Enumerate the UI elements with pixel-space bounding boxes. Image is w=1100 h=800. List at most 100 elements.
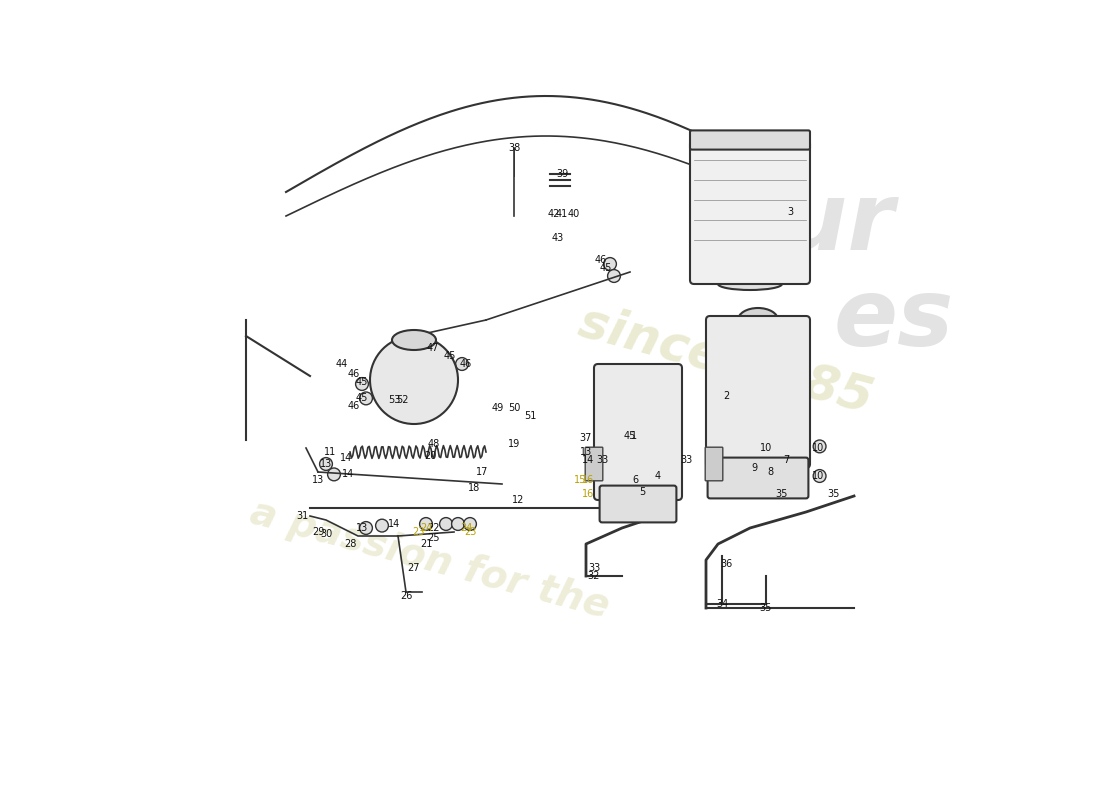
Text: 46: 46: [348, 402, 360, 411]
Text: 38: 38: [508, 143, 520, 153]
Circle shape: [370, 336, 458, 424]
Text: 5: 5: [639, 487, 645, 497]
Text: 19: 19: [508, 439, 520, 449]
Text: 34: 34: [716, 599, 728, 609]
Circle shape: [455, 358, 469, 370]
Text: 45: 45: [355, 394, 368, 403]
Text: 13: 13: [356, 523, 369, 533]
Circle shape: [604, 258, 616, 270]
Text: 16: 16: [582, 490, 594, 499]
Text: 26: 26: [399, 591, 412, 601]
Text: 46: 46: [460, 359, 472, 369]
Ellipse shape: [392, 330, 436, 350]
Text: 18: 18: [468, 483, 480, 493]
Text: 13: 13: [312, 475, 324, 485]
Text: 43: 43: [552, 234, 564, 243]
Circle shape: [776, 454, 789, 466]
Text: 1: 1: [631, 431, 637, 441]
FancyBboxPatch shape: [585, 447, 603, 481]
Ellipse shape: [621, 366, 654, 386]
Text: 46: 46: [348, 370, 360, 379]
Circle shape: [375, 519, 388, 532]
Text: 14: 14: [582, 455, 594, 465]
Text: 45: 45: [443, 351, 456, 361]
Text: 47: 47: [426, 343, 439, 353]
Text: 3: 3: [786, 207, 793, 217]
Text: 6: 6: [632, 475, 639, 485]
Text: 29: 29: [311, 527, 324, 537]
Text: 45: 45: [624, 431, 636, 441]
Text: 35: 35: [828, 490, 840, 499]
Text: 10: 10: [812, 443, 824, 453]
Text: 14: 14: [342, 469, 354, 478]
Text: 33: 33: [596, 455, 608, 465]
Text: 16: 16: [582, 475, 594, 485]
Text: 52: 52: [396, 395, 408, 405]
Circle shape: [813, 440, 826, 453]
Text: 25: 25: [428, 533, 440, 542]
Text: 13: 13: [320, 459, 332, 469]
Circle shape: [813, 470, 826, 482]
Circle shape: [355, 378, 368, 390]
Text: 17: 17: [476, 467, 488, 477]
Text: 20: 20: [424, 451, 437, 461]
Text: 15: 15: [574, 475, 586, 485]
Ellipse shape: [738, 308, 778, 332]
Circle shape: [630, 468, 642, 481]
Text: 35: 35: [760, 603, 772, 613]
Circle shape: [763, 464, 777, 477]
Text: es: es: [834, 274, 954, 366]
Circle shape: [440, 518, 452, 530]
Circle shape: [360, 392, 373, 405]
Text: 51: 51: [524, 411, 536, 421]
Text: 10: 10: [812, 471, 824, 481]
Circle shape: [328, 468, 340, 481]
Text: 41: 41: [556, 210, 568, 219]
Text: 14: 14: [340, 453, 352, 462]
Text: 44: 44: [336, 359, 348, 369]
FancyBboxPatch shape: [690, 140, 810, 284]
Text: 45: 45: [355, 378, 368, 387]
Text: 32: 32: [587, 571, 601, 581]
Text: 23: 23: [464, 527, 476, 537]
Text: 14: 14: [388, 519, 400, 529]
Text: 37: 37: [580, 434, 592, 443]
Text: 39: 39: [556, 170, 568, 179]
Text: 35: 35: [776, 490, 789, 499]
Text: 30: 30: [320, 530, 332, 539]
Ellipse shape: [718, 278, 782, 290]
FancyBboxPatch shape: [600, 486, 676, 522]
Text: 49: 49: [492, 403, 504, 413]
Circle shape: [763, 440, 777, 453]
Text: 24: 24: [460, 523, 472, 533]
Circle shape: [749, 460, 762, 473]
Text: 33: 33: [587, 563, 601, 573]
Text: 28: 28: [344, 539, 356, 549]
Text: 45: 45: [600, 263, 613, 273]
Circle shape: [630, 480, 642, 493]
Text: 7: 7: [783, 455, 789, 465]
Text: since 1985: since 1985: [574, 298, 878, 422]
Text: 12: 12: [512, 495, 525, 505]
Text: 50: 50: [508, 403, 520, 413]
Text: 8: 8: [767, 467, 773, 477]
Circle shape: [607, 270, 620, 282]
Text: 40: 40: [568, 210, 580, 219]
Text: 21: 21: [420, 539, 432, 549]
Text: 4: 4: [654, 471, 661, 481]
Text: 33: 33: [680, 455, 692, 465]
Circle shape: [463, 518, 476, 530]
FancyBboxPatch shape: [690, 130, 810, 150]
Text: eur: eur: [717, 178, 895, 270]
Text: 23: 23: [411, 527, 425, 537]
Text: 46: 46: [594, 255, 606, 265]
Circle shape: [419, 518, 432, 530]
Text: 31: 31: [296, 511, 308, 521]
Text: 22: 22: [428, 523, 440, 533]
Circle shape: [650, 468, 663, 481]
Circle shape: [360, 522, 373, 534]
Text: 13: 13: [580, 447, 592, 457]
Text: 11: 11: [323, 447, 337, 457]
Circle shape: [320, 458, 332, 470]
Text: a passion for the: a passion for the: [246, 494, 614, 626]
